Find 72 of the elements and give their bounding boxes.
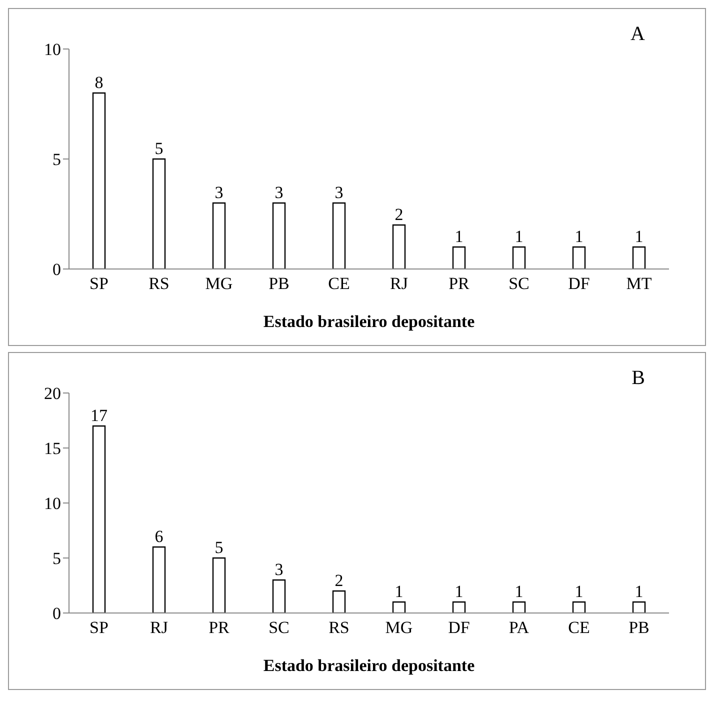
bar <box>212 202 226 269</box>
bar <box>332 590 346 613</box>
x-tick-label: DF <box>448 618 470 638</box>
data-label: 1 <box>634 582 644 601</box>
x-tick-label: RS <box>328 618 350 638</box>
data-label: 1 <box>394 582 404 601</box>
y-tick-label: 20 <box>44 384 61 404</box>
data-label: 3 <box>334 183 344 202</box>
data-label: 1 <box>574 582 584 601</box>
bar <box>332 202 346 269</box>
data-label: 1 <box>454 227 464 246</box>
bar <box>272 202 286 269</box>
bar <box>392 224 406 269</box>
x-axis-title: Estado brasileiro depositante <box>263 312 476 331</box>
x-tick-label: CE <box>568 618 590 638</box>
data-label: 17 <box>90 406 108 425</box>
x-tick-label: PR <box>208 618 230 638</box>
bar <box>92 92 106 269</box>
data-label: 6 <box>154 527 164 546</box>
bar <box>572 246 586 269</box>
data-label: 1 <box>634 227 644 246</box>
y-tick-label: 0 <box>52 604 61 624</box>
data-label: 5 <box>154 139 164 158</box>
text: B <box>632 367 645 390</box>
data-label: 5 <box>214 538 224 557</box>
data-label: 3 <box>274 560 284 579</box>
y-tick-label: 5 <box>52 150 61 170</box>
x-axis-title: Estado brasileiro depositante <box>263 656 476 675</box>
x-tick-label: RS <box>148 274 170 294</box>
bar <box>572 601 586 613</box>
x-tick-label: SP <box>90 618 108 638</box>
bar <box>92 425 106 613</box>
x-tick-label: PR <box>448 274 470 294</box>
bar <box>632 246 646 269</box>
x-tick-label: MG <box>205 274 233 294</box>
data-label: 1 <box>514 227 524 246</box>
data-label: 2 <box>334 571 344 590</box>
data-label: 2 <box>394 205 404 224</box>
y-tick-label: 10 <box>44 494 61 514</box>
x-tick-label: PA <box>508 618 530 638</box>
data-label: 1 <box>574 227 584 246</box>
bar <box>272 579 286 613</box>
x-tick-label: RJ <box>390 274 408 294</box>
bar <box>392 601 406 613</box>
data-label: 3 <box>214 183 224 202</box>
data-label: 3 <box>274 183 284 202</box>
data-label: 1 <box>454 582 464 601</box>
bar <box>152 158 166 269</box>
x-tick-label: SC <box>508 274 530 294</box>
bar <box>512 601 526 613</box>
bar <box>632 601 646 613</box>
x-tick-label: CE <box>328 274 350 294</box>
bar <box>452 246 466 269</box>
bar <box>512 246 526 269</box>
x-tick-label: MT <box>626 274 652 294</box>
data-label: 1 <box>514 582 524 601</box>
y-tick-label: 15 <box>44 439 61 458</box>
x-tick-label: SP <box>90 274 108 294</box>
x-tick-label: PB <box>628 618 650 638</box>
x-tick-label: MG <box>385 618 413 638</box>
x-tick-label: PB <box>268 274 290 294</box>
bar <box>452 601 466 613</box>
y-tick-label: 0 <box>52 260 61 280</box>
x-tick-label: DF <box>568 274 590 294</box>
bar <box>212 557 226 613</box>
text: A <box>630 23 645 46</box>
y-tick-label: 5 <box>52 549 61 568</box>
data-label: 8 <box>94 73 104 92</box>
bar <box>152 546 166 613</box>
y-tick-label: 10 <box>44 40 61 60</box>
x-tick-label: SC <box>268 618 290 638</box>
x-tick-label: RJ <box>150 618 168 638</box>
